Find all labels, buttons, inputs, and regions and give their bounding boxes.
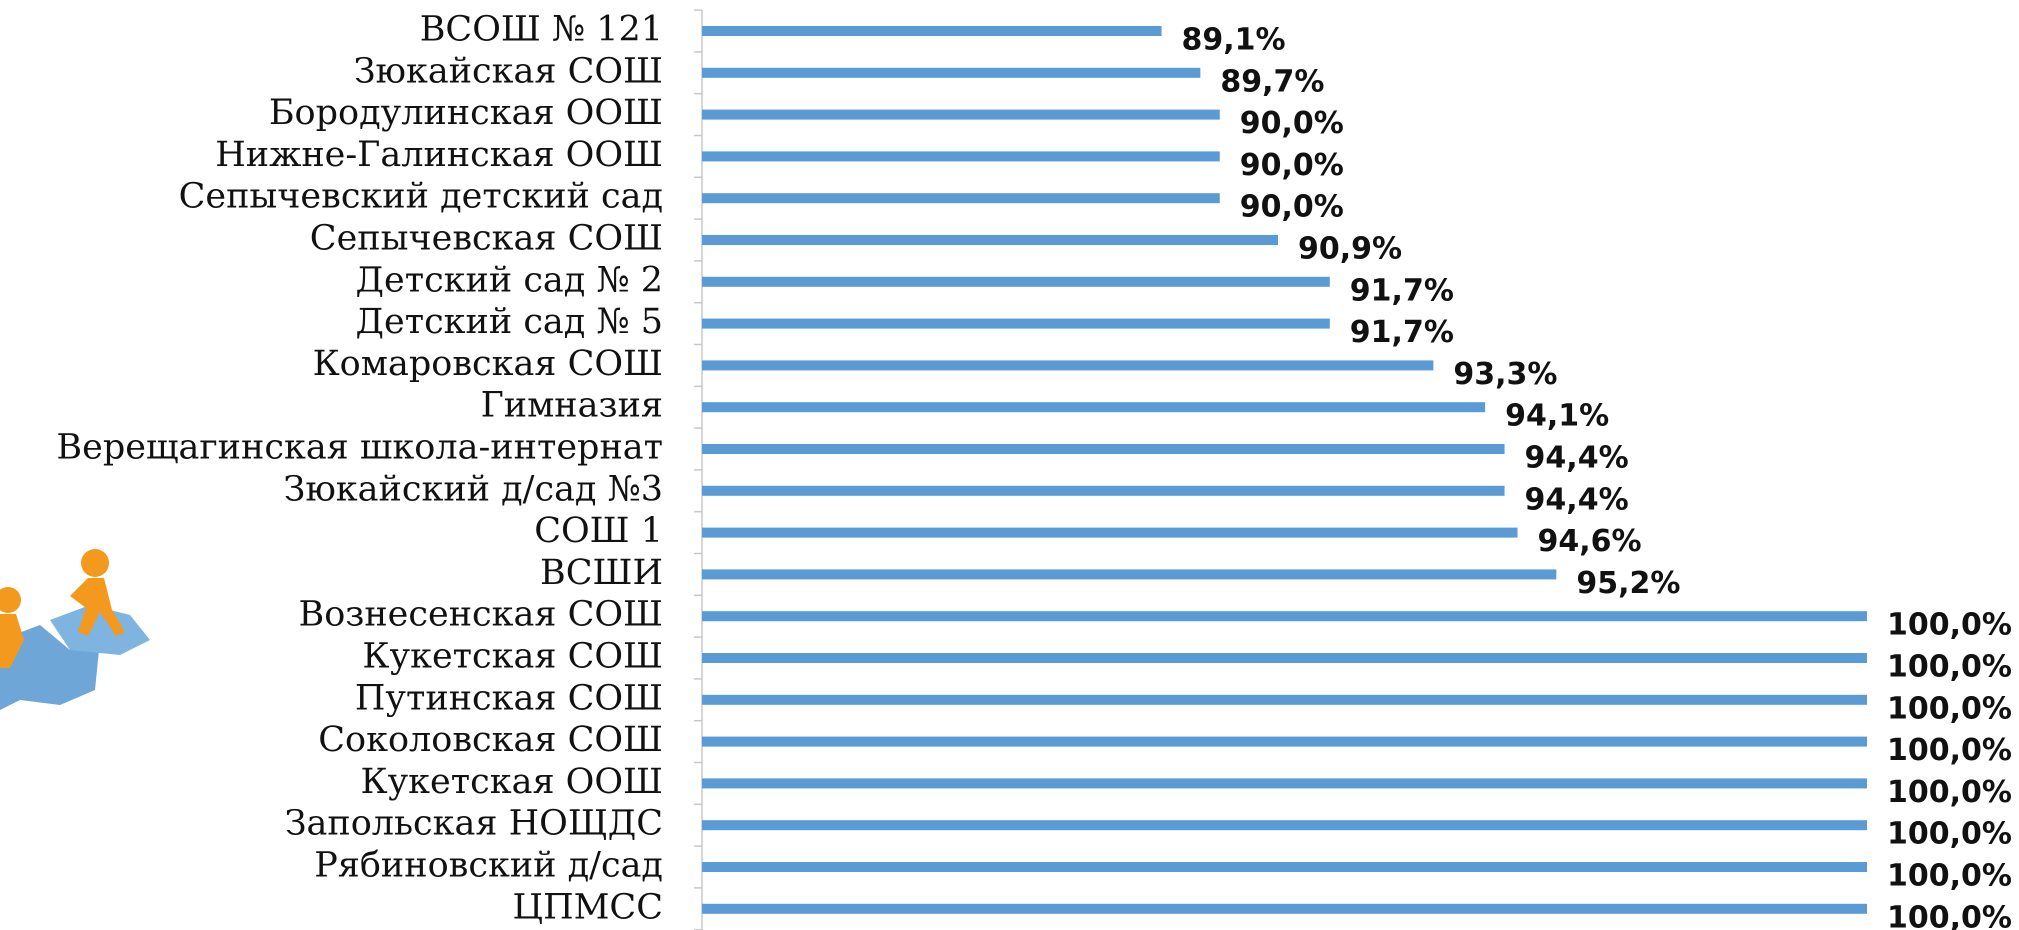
- figure-body: [0, 614, 24, 668]
- bar: [702, 485, 1505, 496]
- category-label: ВСШИ: [540, 553, 663, 593]
- bar: [702, 527, 1518, 538]
- category-label: Гимназия: [481, 386, 663, 426]
- bar: [702, 402, 1486, 413]
- category-label: Соколовская СОШ: [318, 720, 663, 760]
- category-label: Комаровская СОШ: [313, 344, 663, 384]
- value-label: 90,0%: [1240, 148, 1344, 183]
- value-label: 100,0%: [1887, 859, 2012, 894]
- puzzle-piece: [50, 605, 150, 655]
- value-label: 94,4%: [1525, 482, 1629, 517]
- bar: [702, 862, 1867, 872]
- bar: [702, 444, 1505, 454]
- bar: [702, 318, 1330, 329]
- value-label: 93,3%: [1453, 357, 1557, 392]
- bar: [702, 67, 1201, 78]
- category-label: Запольская НОЩДС: [285, 804, 663, 844]
- category-label: Бородулинская ООШ: [269, 93, 663, 133]
- bar: [702, 276, 1330, 287]
- bar: [702, 903, 1867, 914]
- category-label: Сепычевский детский сад: [179, 177, 663, 217]
- bar: [702, 26, 1162, 36]
- category-label: Рябиновский д/сад: [314, 846, 663, 886]
- value-label: 91,7%: [1350, 273, 1454, 308]
- category-label: Путинская СОШ: [355, 678, 663, 718]
- bar: [702, 193, 1220, 204]
- bar: [702, 109, 1220, 120]
- bar: [702, 778, 1867, 789]
- bar: [702, 151, 1220, 162]
- category-label: Вознесенская СОШ: [298, 595, 663, 635]
- value-label: 94,1%: [1505, 399, 1609, 434]
- value-label: 100,0%: [1887, 817, 2012, 852]
- value-label: 100,0%: [1887, 733, 2012, 768]
- category-label: Детский сад № 5: [356, 302, 663, 342]
- value-label: 100,0%: [1887, 775, 2012, 810]
- category-label: СОШ 1: [534, 511, 663, 551]
- figure-head: [0, 587, 21, 613]
- category-label: Кукетская ООШ: [360, 762, 663, 802]
- figure-body: [70, 578, 125, 636]
- bar: [702, 360, 1434, 371]
- value-label: 90,0%: [1240, 190, 1344, 225]
- decoration-clipart: [0, 549, 150, 710]
- category-label: ВСОШ № 121: [420, 10, 663, 50]
- value-label: 90,0%: [1240, 106, 1344, 141]
- category-label: Нижне-Галинская ООШ: [215, 135, 663, 175]
- value-label: 100,0%: [1887, 691, 2012, 726]
- bar: [702, 820, 1867, 831]
- category-label: Детский сад № 2: [356, 260, 663, 300]
- bar: [702, 611, 1867, 622]
- puzzle-piece: [0, 625, 100, 710]
- value-label: 91,7%: [1350, 315, 1454, 350]
- value-label: 100,0%: [1887, 650, 2012, 685]
- value-label: 94,4%: [1525, 441, 1629, 476]
- category-label: Сепычевская СОШ: [310, 219, 663, 259]
- bar: [702, 653, 1867, 663]
- value-label: 89,1%: [1182, 23, 1286, 58]
- category-label: Кукетская СОШ: [362, 637, 663, 677]
- category-label: Верещагинская школа-интернат: [56, 428, 663, 468]
- category-label: Зюкайская СОШ: [354, 51, 663, 91]
- category-label: Зюкайский д/сад №3: [284, 469, 663, 509]
- value-label: 95,2%: [1576, 566, 1680, 601]
- value-label: 94,6%: [1538, 524, 1642, 559]
- value-label: 89,7%: [1220, 64, 1324, 99]
- bar: [702, 736, 1867, 747]
- bar: [702, 694, 1867, 705]
- value-label: 90,9%: [1298, 232, 1402, 267]
- figure-head: [81, 549, 109, 577]
- bar: [702, 235, 1279, 245]
- category-label: ЦПМСС: [513, 887, 663, 927]
- value-label: 100,0%: [1887, 900, 2012, 930]
- value-label: 100,0%: [1887, 608, 2012, 643]
- bar: [702, 569, 1557, 580]
